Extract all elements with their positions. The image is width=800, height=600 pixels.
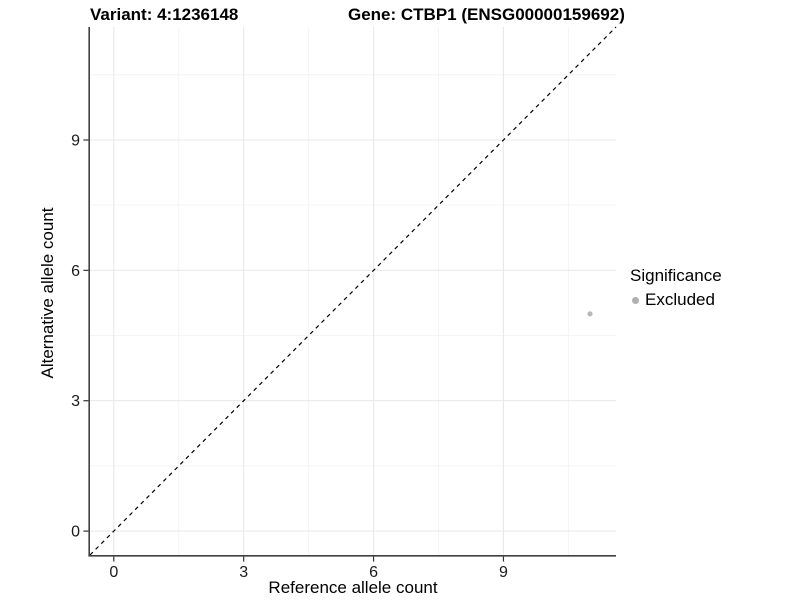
y-tick-label: 0 bbox=[71, 524, 80, 541]
legend-item-label: Excluded bbox=[645, 290, 715, 309]
plot-title-variant: Variant: 4:1236148 bbox=[90, 5, 239, 24]
legend: Significance Excluded bbox=[630, 266, 722, 310]
legend-title: Significance bbox=[630, 266, 722, 285]
y-axis-title: Alternative allele count bbox=[38, 207, 57, 379]
x-tick-label: 3 bbox=[239, 564, 248, 581]
x-tick-label: 6 bbox=[369, 564, 378, 581]
x-tick-label: 9 bbox=[499, 564, 508, 581]
x-axis-title: Reference allele count bbox=[268, 578, 438, 597]
y-tick-label: 6 bbox=[71, 263, 80, 280]
data-point bbox=[587, 311, 593, 317]
x-tick-label: 0 bbox=[109, 564, 118, 581]
legend-point-icon bbox=[632, 296, 639, 304]
y-tick-label: 3 bbox=[71, 393, 80, 410]
legend-item-excluded: Excluded bbox=[630, 290, 722, 310]
plot-title-gene: Gene: CTBP1 (ENSG00000159692) bbox=[348, 5, 625, 24]
y-tick-label: 9 bbox=[71, 132, 80, 149]
identity-dashed-line bbox=[89, 26, 617, 556]
